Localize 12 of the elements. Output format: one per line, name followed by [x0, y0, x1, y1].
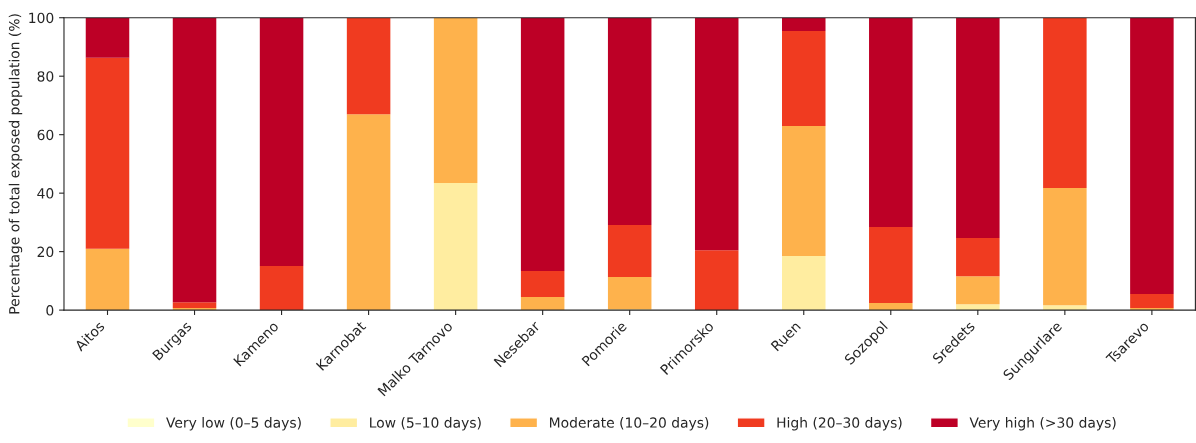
legend-label: Moderate (10–20 days) [550, 417, 709, 431]
y-tick-label: 0 [46, 305, 54, 316]
y-axis-title: Percentage of total exposed population (%) [8, 14, 23, 314]
y-tick-label: 80 [37, 71, 54, 82]
y-tick-label: 40 [37, 188, 54, 199]
y-tick-label: 20 [37, 246, 54, 258]
legend-label: Very low (0–5 days) [166, 417, 301, 431]
y-tick-label: 60 [37, 129, 54, 141]
legend-label: Very high (>30 days) [969, 417, 1116, 431]
legend-label: Low (5–10 days) [370, 417, 481, 431]
y-tick-label: 100 [29, 12, 54, 24]
legend-label: High (20–30 days) [777, 417, 902, 431]
